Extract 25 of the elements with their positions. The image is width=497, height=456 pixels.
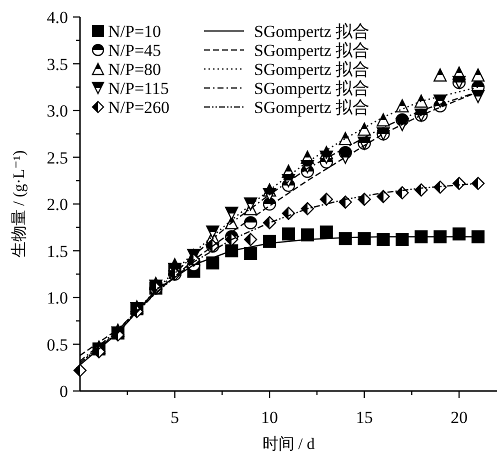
x-tick-label: 10 <box>261 408 278 427</box>
y-tick-label: 0.5 <box>46 335 68 354</box>
y-tick-label: 1.0 <box>46 288 68 308</box>
y-tick-label: 3.5 <box>46 54 68 74</box>
x-tick-label: 20 <box>450 408 468 427</box>
legend-label: SGompertz 拟合 <box>254 98 370 117</box>
legend-label: SGompertz 拟合 <box>254 79 370 98</box>
legend-label: N/P=80 <box>108 60 162 79</box>
x-axis-title: 时间 / d <box>262 435 315 453</box>
y-tick-label: 1.5 <box>46 242 68 261</box>
y-tick-label: 0 <box>60 382 68 401</box>
y-tick-label: 4.0 <box>46 8 68 27</box>
legend-label: SGompertz 拟合 <box>254 41 370 60</box>
x-tick-label: 15 <box>356 408 373 427</box>
legend-label: N/P=45 <box>108 41 162 60</box>
legend-label: N/P=115 <box>108 79 169 98</box>
y-tick-label: 2.5 <box>46 148 68 168</box>
legend-label: SGompertz 拟合 <box>254 22 370 41</box>
legend-label: N/P=10 <box>108 22 162 41</box>
x-tick-label: 5 <box>170 408 180 427</box>
legend-label: N/P=260 <box>108 98 170 117</box>
y-tick-label: 3.0 <box>46 102 68 120</box>
y-tick-label: 2.0 <box>46 195 68 214</box>
y-axis-title: 生物量 / (g·L⁻¹) <box>10 150 28 258</box>
legend-label: SGompertz 拟合 <box>254 60 370 79</box>
